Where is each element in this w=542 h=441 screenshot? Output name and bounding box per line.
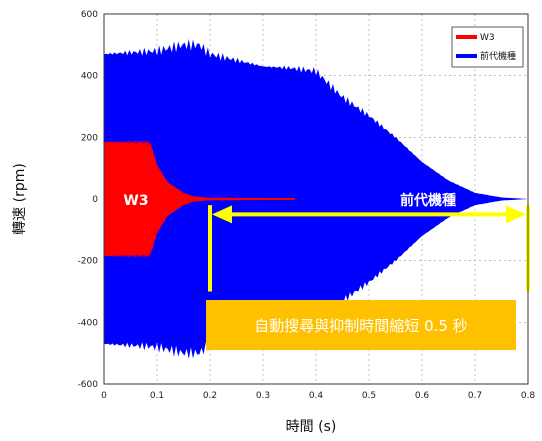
y-tick-label: 0 [92, 195, 98, 205]
x-tick-label: 0.7 [468, 391, 482, 401]
y-tick-label: 200 [81, 133, 98, 143]
x-tick-label: 0 [101, 391, 107, 401]
x-tick-label: 0.2 [203, 391, 217, 401]
y-tick-label: -400 [78, 318, 99, 328]
legend-box [451, 26, 524, 68]
x-tick-label: 0.8 [521, 391, 536, 401]
reduction-callout-text: 自動搜尋與抑制時間縮短 0.5 秒 [254, 317, 467, 335]
y-tick-label: -600 [78, 380, 99, 390]
x-axis-title: 時間 (s) [286, 419, 337, 435]
legend: W3 前代機種 [451, 26, 524, 68]
prev-model-annotation: 前代機種 [400, 192, 456, 209]
x-tick-label: 0.5 [362, 391, 376, 401]
reduction-callout-box [206, 300, 516, 350]
x-tick-label: 0.3 [256, 391, 270, 401]
y-axis-title: 轉速 (rpm) [12, 163, 28, 235]
legend-label-w3: W3 [480, 33, 495, 43]
y-axis-ticks: 600 400 200 0 -200 -400 -600 [78, 10, 99, 390]
x-axis-ticks: 0 0.1 0.2 0.3 0.4 0.5 0.6 0.7 0.8 [101, 391, 535, 401]
x-tick-label: 0.6 [415, 391, 430, 401]
y-tick-label: 600 [81, 10, 98, 20]
arrow-head-right [506, 205, 526, 224]
legend-label-prev: 前代機種 [480, 50, 516, 62]
y-tick-label: 400 [81, 72, 98, 82]
x-tick-label: 0.4 [309, 391, 324, 401]
w3-annotation: W3 [123, 193, 148, 209]
arrow-head-left [212, 205, 232, 224]
series-w3 [104, 139, 295, 259]
x-tick-label: 0.1 [150, 391, 164, 401]
y-tick-label: -200 [78, 257, 99, 267]
plot-area [103, 13, 529, 385]
